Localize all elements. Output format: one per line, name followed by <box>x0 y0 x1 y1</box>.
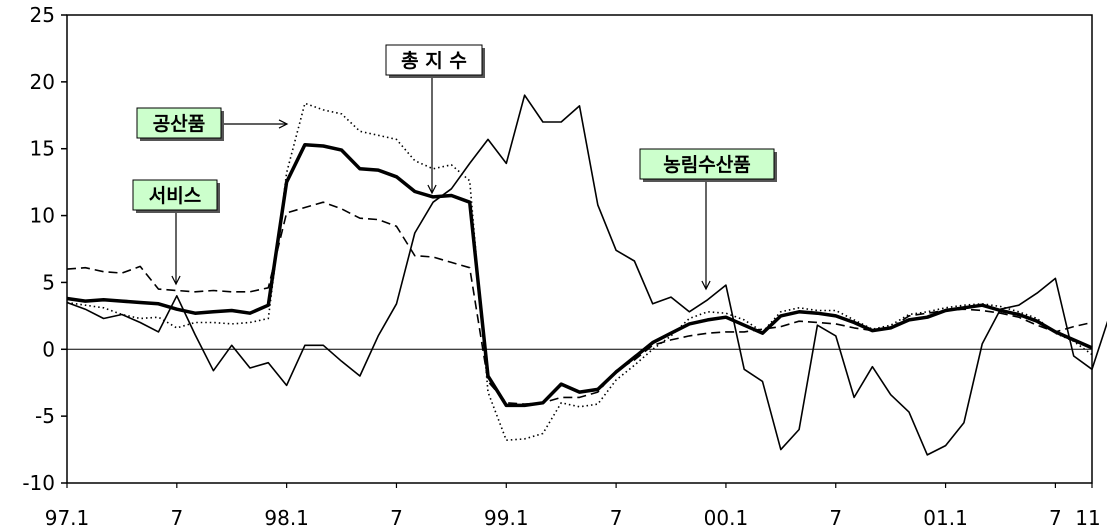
callout-services: 서비스 <box>132 179 220 286</box>
x-tick-label: 7 <box>390 506 403 530</box>
x-tick-label: 7 <box>1049 506 1062 530</box>
series-line-industrial-goods <box>66 102 1093 442</box>
y-tick-label: 10 <box>30 204 55 228</box>
x-tick-label: 7 <box>610 506 623 530</box>
callout-arrowhead <box>171 275 181 286</box>
x-tick-label: 97.1 <box>45 506 90 530</box>
y-tick-label: 20 <box>30 70 55 94</box>
x-tick-label: 98.1 <box>264 506 309 530</box>
callout-arrowhead <box>427 184 437 195</box>
callout-label: 서비스 <box>149 185 201 207</box>
y-tick-label: -10 <box>22 471 55 495</box>
x-tick-label: 7 <box>170 506 183 530</box>
x-tick-label: 11 <box>1075 506 1100 530</box>
callout-box <box>132 179 218 211</box>
series-line-agricultural <box>66 94 1107 456</box>
callout-arrowhead <box>701 280 711 291</box>
y-tick-label: 25 <box>30 3 55 27</box>
axes <box>66 14 1093 484</box>
y-tick-label: 15 <box>30 137 55 161</box>
y-tick-label: -5 <box>35 404 55 428</box>
callout-industrial-goods: 공산품 <box>136 107 289 141</box>
callout-box <box>639 148 775 180</box>
x-tick-label: 01.1 <box>923 506 968 530</box>
y-tick-label: 0 <box>42 337 55 361</box>
callout-total-index: 총 지 수 <box>385 44 485 195</box>
x-tick-label: 99.1 <box>484 506 529 530</box>
callout-label: 공산품 <box>153 113 205 135</box>
y-axis-ticks: -10 -5 0 5 10 15 20 25 <box>22 3 67 495</box>
series-line-services <box>66 201 1093 405</box>
callout-box <box>136 107 222 139</box>
plot-frame <box>66 14 1093 484</box>
callout-label: 농림수산품 <box>663 154 750 176</box>
callout-agricultural: 농림수산품 <box>639 148 777 291</box>
callout-label: 총 지 수 <box>401 50 467 72</box>
x-tick-label: 7 <box>829 506 842 530</box>
x-tick-label: 00.1 <box>704 506 749 530</box>
callout-arrowhead <box>278 119 289 129</box>
series-line-total-index <box>66 142 1093 408</box>
series-lines <box>66 94 1107 456</box>
y-tick-label: 5 <box>42 270 55 294</box>
callout-box <box>385 44 483 76</box>
x-axis-ticks: 97.1 7 98.1 7 99.1 7 00.1 7 01.1 7 11 <box>45 483 1101 530</box>
